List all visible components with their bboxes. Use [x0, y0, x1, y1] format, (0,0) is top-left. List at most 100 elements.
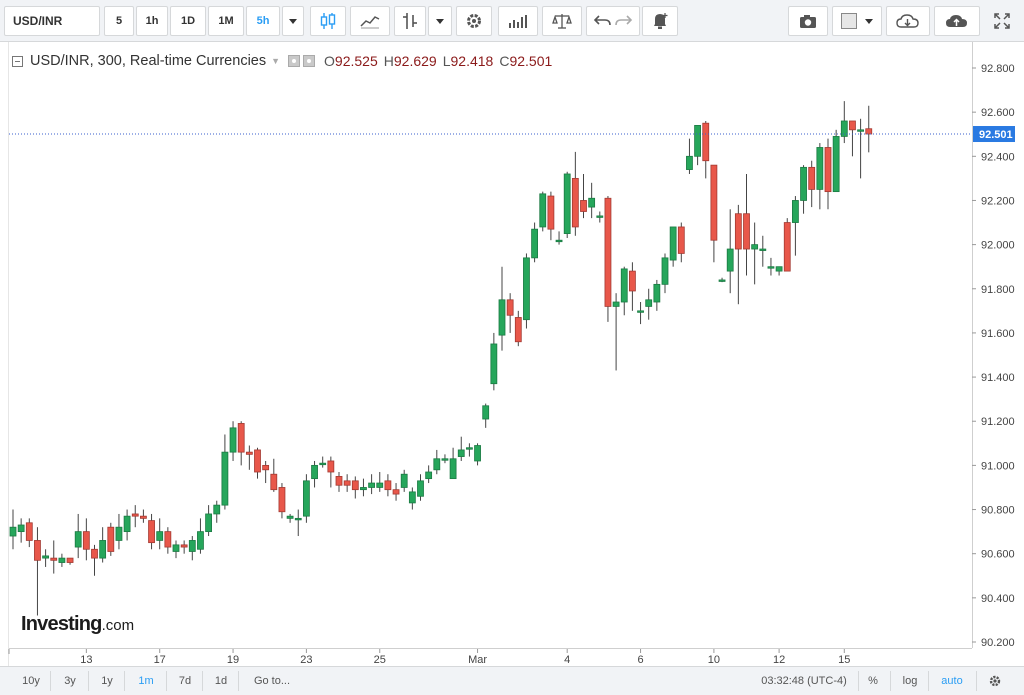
candle-body[interactable]: [629, 270, 636, 292]
candle-body[interactable]: [490, 343, 498, 385]
chart-style-button[interactable]: [310, 6, 346, 36]
candle-body[interactable]: [449, 458, 457, 480]
candle-body[interactable]: [832, 136, 840, 193]
candle-body[interactable]: [400, 473, 408, 488]
series-settings-icon[interactable]: [303, 55, 316, 67]
candle-body[interactable]: [865, 128, 873, 135]
candle-body[interactable]: [588, 197, 596, 208]
candle-body[interactable]: [523, 257, 530, 321]
scale-settings-button[interactable]: [980, 667, 1010, 695]
candle-body[interactable]: [743, 213, 750, 250]
candle-body[interactable]: [457, 449, 465, 457]
candle-body[interactable]: [433, 458, 441, 471]
candle-body[interactable]: [327, 460, 335, 473]
candle-body[interactable]: [123, 515, 131, 533]
candle-body[interactable]: [17, 524, 25, 533]
candle-body[interactable]: [751, 244, 759, 250]
candle-body[interactable]: [824, 147, 832, 193]
save-chart-button[interactable]: [934, 6, 980, 36]
candle-body[interactable]: [66, 557, 74, 563]
collapse-legend-icon[interactable]: [12, 55, 23, 67]
candle-body[interactable]: [498, 299, 506, 336]
fullscreen-button[interactable]: [984, 6, 1020, 36]
candle-body[interactable]: [270, 473, 278, 491]
candle-body[interactable]: [343, 480, 351, 486]
symbol-search-button[interactable]: USD/INR: [4, 6, 100, 36]
series-title[interactable]: USD/INR, 300, Real-time Currencies: [30, 53, 267, 69]
candle-body[interactable]: [107, 526, 115, 552]
candle-body[interactable]: [360, 487, 367, 491]
candle-body[interactable]: [237, 423, 245, 453]
candle-body[interactable]: [172, 544, 180, 552]
candle-body[interactable]: [213, 504, 221, 515]
interval-1m-button[interactable]: 1M: [208, 6, 244, 36]
candle-body[interactable]: [620, 268, 628, 303]
candle-body[interactable]: [849, 120, 856, 131]
candle-body[interactable]: [596, 215, 604, 218]
candle-body[interactable]: [205, 513, 213, 533]
redo-icon[interactable]: [613, 13, 633, 29]
candle-body[interactable]: [547, 195, 555, 230]
auto-scale-toggle[interactable]: auto: [932, 667, 972, 695]
candle-body[interactable]: [677, 226, 685, 254]
candle-body[interactable]: [164, 531, 172, 548]
log-toggle[interactable]: log: [894, 667, 926, 695]
candle-body[interactable]: [653, 283, 661, 303]
candle-body[interactable]: [816, 147, 824, 190]
candle-body[interactable]: [417, 480, 424, 497]
candle-body[interactable]: [563, 173, 571, 234]
candle-body[interactable]: [840, 120, 848, 137]
candle-body[interactable]: [82, 531, 90, 550]
candle-body[interactable]: [148, 520, 155, 544]
candle-body[interactable]: [759, 248, 767, 251]
candle-body[interactable]: [25, 522, 33, 541]
candle-body[interactable]: [669, 226, 677, 261]
candle-body[interactable]: [319, 462, 327, 466]
candle-body[interactable]: [734, 213, 742, 250]
candle-body[interactable]: [783, 222, 791, 272]
candle-body[interactable]: [139, 515, 147, 519]
undo-icon[interactable]: [593, 13, 613, 29]
candle-body[interactable]: [156, 531, 164, 541]
candle-body[interactable]: [637, 310, 644, 313]
candle-body[interactable]: [74, 531, 82, 548]
range-7d-button[interactable]: 7d: [170, 667, 200, 695]
candle-body[interactable]: [441, 458, 449, 461]
interval-5h-button[interactable]: 5h: [246, 6, 280, 36]
candle-body[interactable]: [555, 239, 563, 243]
candle-body[interactable]: [180, 544, 188, 548]
chevron-down-icon[interactable]: ▼: [271, 56, 281, 66]
candle-body[interactable]: [425, 471, 433, 480]
candle-body[interactable]: [91, 548, 98, 559]
alert-button[interactable]: [642, 6, 678, 36]
price-axis[interactable]: 92.800 92.600 92.400 92.200 92.000 91.800 91.6…: [972, 63, 1015, 649]
candle-body[interactable]: [767, 266, 775, 269]
interval-1h-button[interactable]: 1h: [136, 6, 168, 36]
candle-body[interactable]: [302, 480, 310, 517]
indicators-button[interactable]: [350, 6, 390, 36]
range-1d-button[interactable]: 1d: [206, 667, 236, 695]
candle-body[interactable]: [718, 279, 726, 282]
candle-body[interactable]: [661, 257, 669, 285]
candle-body[interactable]: [278, 487, 286, 513]
candle-body[interactable]: [645, 299, 653, 307]
candle-body[interactable]: [604, 197, 612, 307]
candle-body[interactable]: [254, 449, 261, 473]
interval-5-button[interactable]: 5: [104, 6, 134, 36]
candle-body[interactable]: [311, 464, 318, 480]
candle-body[interactable]: [571, 177, 579, 228]
clock-display[interactable]: 03:32:48 (UTC-4): [752, 667, 856, 695]
visibility-icon[interactable]: [288, 55, 301, 67]
candle-body[interactable]: [58, 557, 66, 563]
candle-body[interactable]: [262, 464, 270, 471]
candle-body[interactable]: [539, 193, 547, 228]
snapshot-button[interactable]: [788, 6, 828, 36]
settings-button[interactable]: [456, 6, 492, 36]
candle-body[interactable]: [115, 526, 123, 541]
studies-button[interactable]: [498, 6, 538, 36]
candle-body[interactable]: [694, 125, 701, 157]
candle-body[interactable]: [710, 164, 718, 241]
candle-body[interactable]: [245, 451, 253, 455]
candle-body[interactable]: [50, 557, 58, 561]
candle-body[interactable]: [531, 228, 538, 259]
